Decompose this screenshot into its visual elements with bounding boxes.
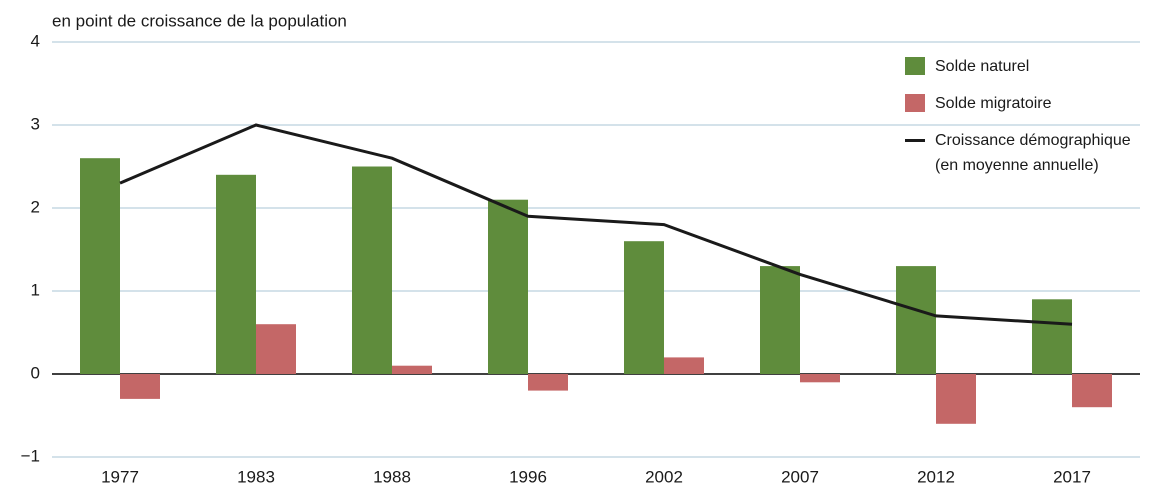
legend-key — [905, 139, 925, 142]
bar — [800, 374, 840, 383]
y-tick-label: 1 — [31, 280, 40, 299]
bar — [352, 166, 392, 374]
bar — [664, 357, 704, 374]
chart-title: en point de croissance de la population — [52, 11, 347, 30]
bar — [1072, 374, 1112, 408]
bar — [760, 266, 800, 374]
y-tick-label: −1 — [21, 446, 40, 465]
x-tick-label: 2017 — [1053, 467, 1091, 486]
x-tick-label: 1983 — [237, 467, 275, 486]
bar — [392, 365, 432, 374]
bar — [936, 374, 976, 424]
x-tick-label: 2007 — [781, 467, 819, 486]
y-tick-label: 0 — [31, 363, 40, 382]
legend-key — [905, 94, 925, 112]
x-tick-label: 2002 — [645, 467, 683, 486]
line — [119, 123, 1073, 326]
x-tick-label: 1977 — [101, 467, 139, 486]
bar — [1032, 299, 1072, 374]
legend-key — [905, 57, 925, 75]
x-tick-label: 2012 — [917, 467, 955, 486]
y-tick-label: 3 — [31, 114, 40, 133]
bar — [488, 199, 528, 374]
bar — [528, 374, 568, 391]
x-tick-label: 1996 — [509, 467, 547, 486]
legend-label: Solde naturel — [935, 58, 1030, 75]
y-tick-label: 2 — [31, 197, 40, 216]
bar — [256, 324, 296, 374]
bar — [120, 374, 160, 399]
bar — [216, 174, 256, 374]
bar — [624, 241, 664, 374]
bar — [896, 266, 936, 374]
bar — [80, 158, 120, 374]
x-tick-label: 1988 — [373, 467, 411, 486]
legend-label: Solde migratoire — [935, 95, 1052, 112]
legend-label: Croissance démographique (en moyenne ann… — [935, 132, 1131, 174]
y-tick-label: 4 — [31, 31, 40, 50]
